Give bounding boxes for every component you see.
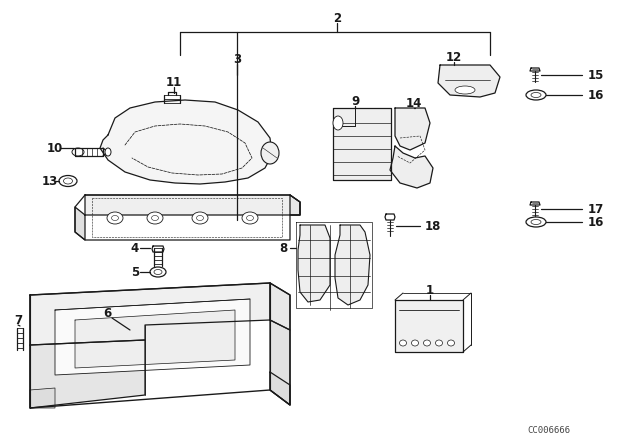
Text: 16: 16 [588, 215, 604, 228]
Polygon shape [438, 65, 500, 97]
Ellipse shape [152, 215, 159, 220]
Ellipse shape [526, 90, 546, 100]
Ellipse shape [531, 220, 541, 224]
Text: 5: 5 [131, 266, 139, 279]
Polygon shape [390, 146, 433, 188]
Ellipse shape [399, 340, 406, 346]
Ellipse shape [72, 148, 84, 156]
Text: 1: 1 [426, 284, 434, 297]
Polygon shape [333, 108, 391, 180]
Ellipse shape [526, 217, 546, 227]
Ellipse shape [111, 215, 118, 220]
Ellipse shape [63, 178, 72, 184]
Polygon shape [530, 68, 540, 71]
Ellipse shape [59, 176, 77, 186]
Ellipse shape [154, 270, 162, 275]
Polygon shape [30, 388, 55, 408]
Text: 2: 2 [333, 12, 341, 25]
Polygon shape [100, 100, 272, 184]
Ellipse shape [242, 212, 258, 224]
Polygon shape [270, 320, 290, 405]
Polygon shape [335, 225, 370, 305]
Polygon shape [530, 202, 540, 205]
Text: 14: 14 [406, 96, 422, 109]
Polygon shape [395, 108, 430, 150]
Ellipse shape [107, 212, 123, 224]
Polygon shape [30, 340, 145, 408]
Ellipse shape [447, 340, 454, 346]
Text: 8: 8 [279, 241, 287, 254]
Ellipse shape [412, 340, 419, 346]
Ellipse shape [192, 212, 208, 224]
Ellipse shape [105, 148, 111, 156]
Text: 7: 7 [14, 314, 22, 327]
Text: 16: 16 [588, 89, 604, 102]
Polygon shape [298, 225, 330, 302]
Polygon shape [270, 283, 290, 330]
Polygon shape [75, 207, 85, 240]
Polygon shape [385, 214, 395, 220]
Text: 6: 6 [103, 306, 111, 319]
Polygon shape [395, 300, 463, 352]
Text: 10: 10 [47, 142, 63, 155]
Polygon shape [270, 372, 290, 405]
Ellipse shape [147, 212, 163, 224]
Text: 15: 15 [588, 69, 604, 82]
Polygon shape [55, 299, 250, 375]
Text: CC006666: CC006666 [527, 426, 570, 435]
Ellipse shape [531, 92, 541, 98]
Text: 18: 18 [425, 220, 442, 233]
Text: 12: 12 [446, 51, 462, 64]
Text: 13: 13 [42, 175, 58, 188]
Text: 11: 11 [166, 76, 182, 89]
Ellipse shape [246, 215, 253, 220]
Text: 3: 3 [233, 52, 241, 65]
Polygon shape [30, 283, 270, 345]
Ellipse shape [196, 215, 204, 220]
Polygon shape [152, 246, 164, 252]
Polygon shape [85, 195, 300, 215]
Ellipse shape [435, 340, 442, 346]
Polygon shape [290, 195, 300, 215]
Ellipse shape [150, 267, 166, 277]
Ellipse shape [455, 86, 475, 94]
Text: 9: 9 [351, 95, 359, 108]
Ellipse shape [424, 340, 431, 346]
Text: 4: 4 [131, 241, 139, 254]
Ellipse shape [333, 116, 343, 130]
Ellipse shape [261, 142, 279, 164]
Polygon shape [75, 148, 103, 156]
Polygon shape [75, 310, 235, 368]
Text: 17: 17 [588, 202, 604, 215]
